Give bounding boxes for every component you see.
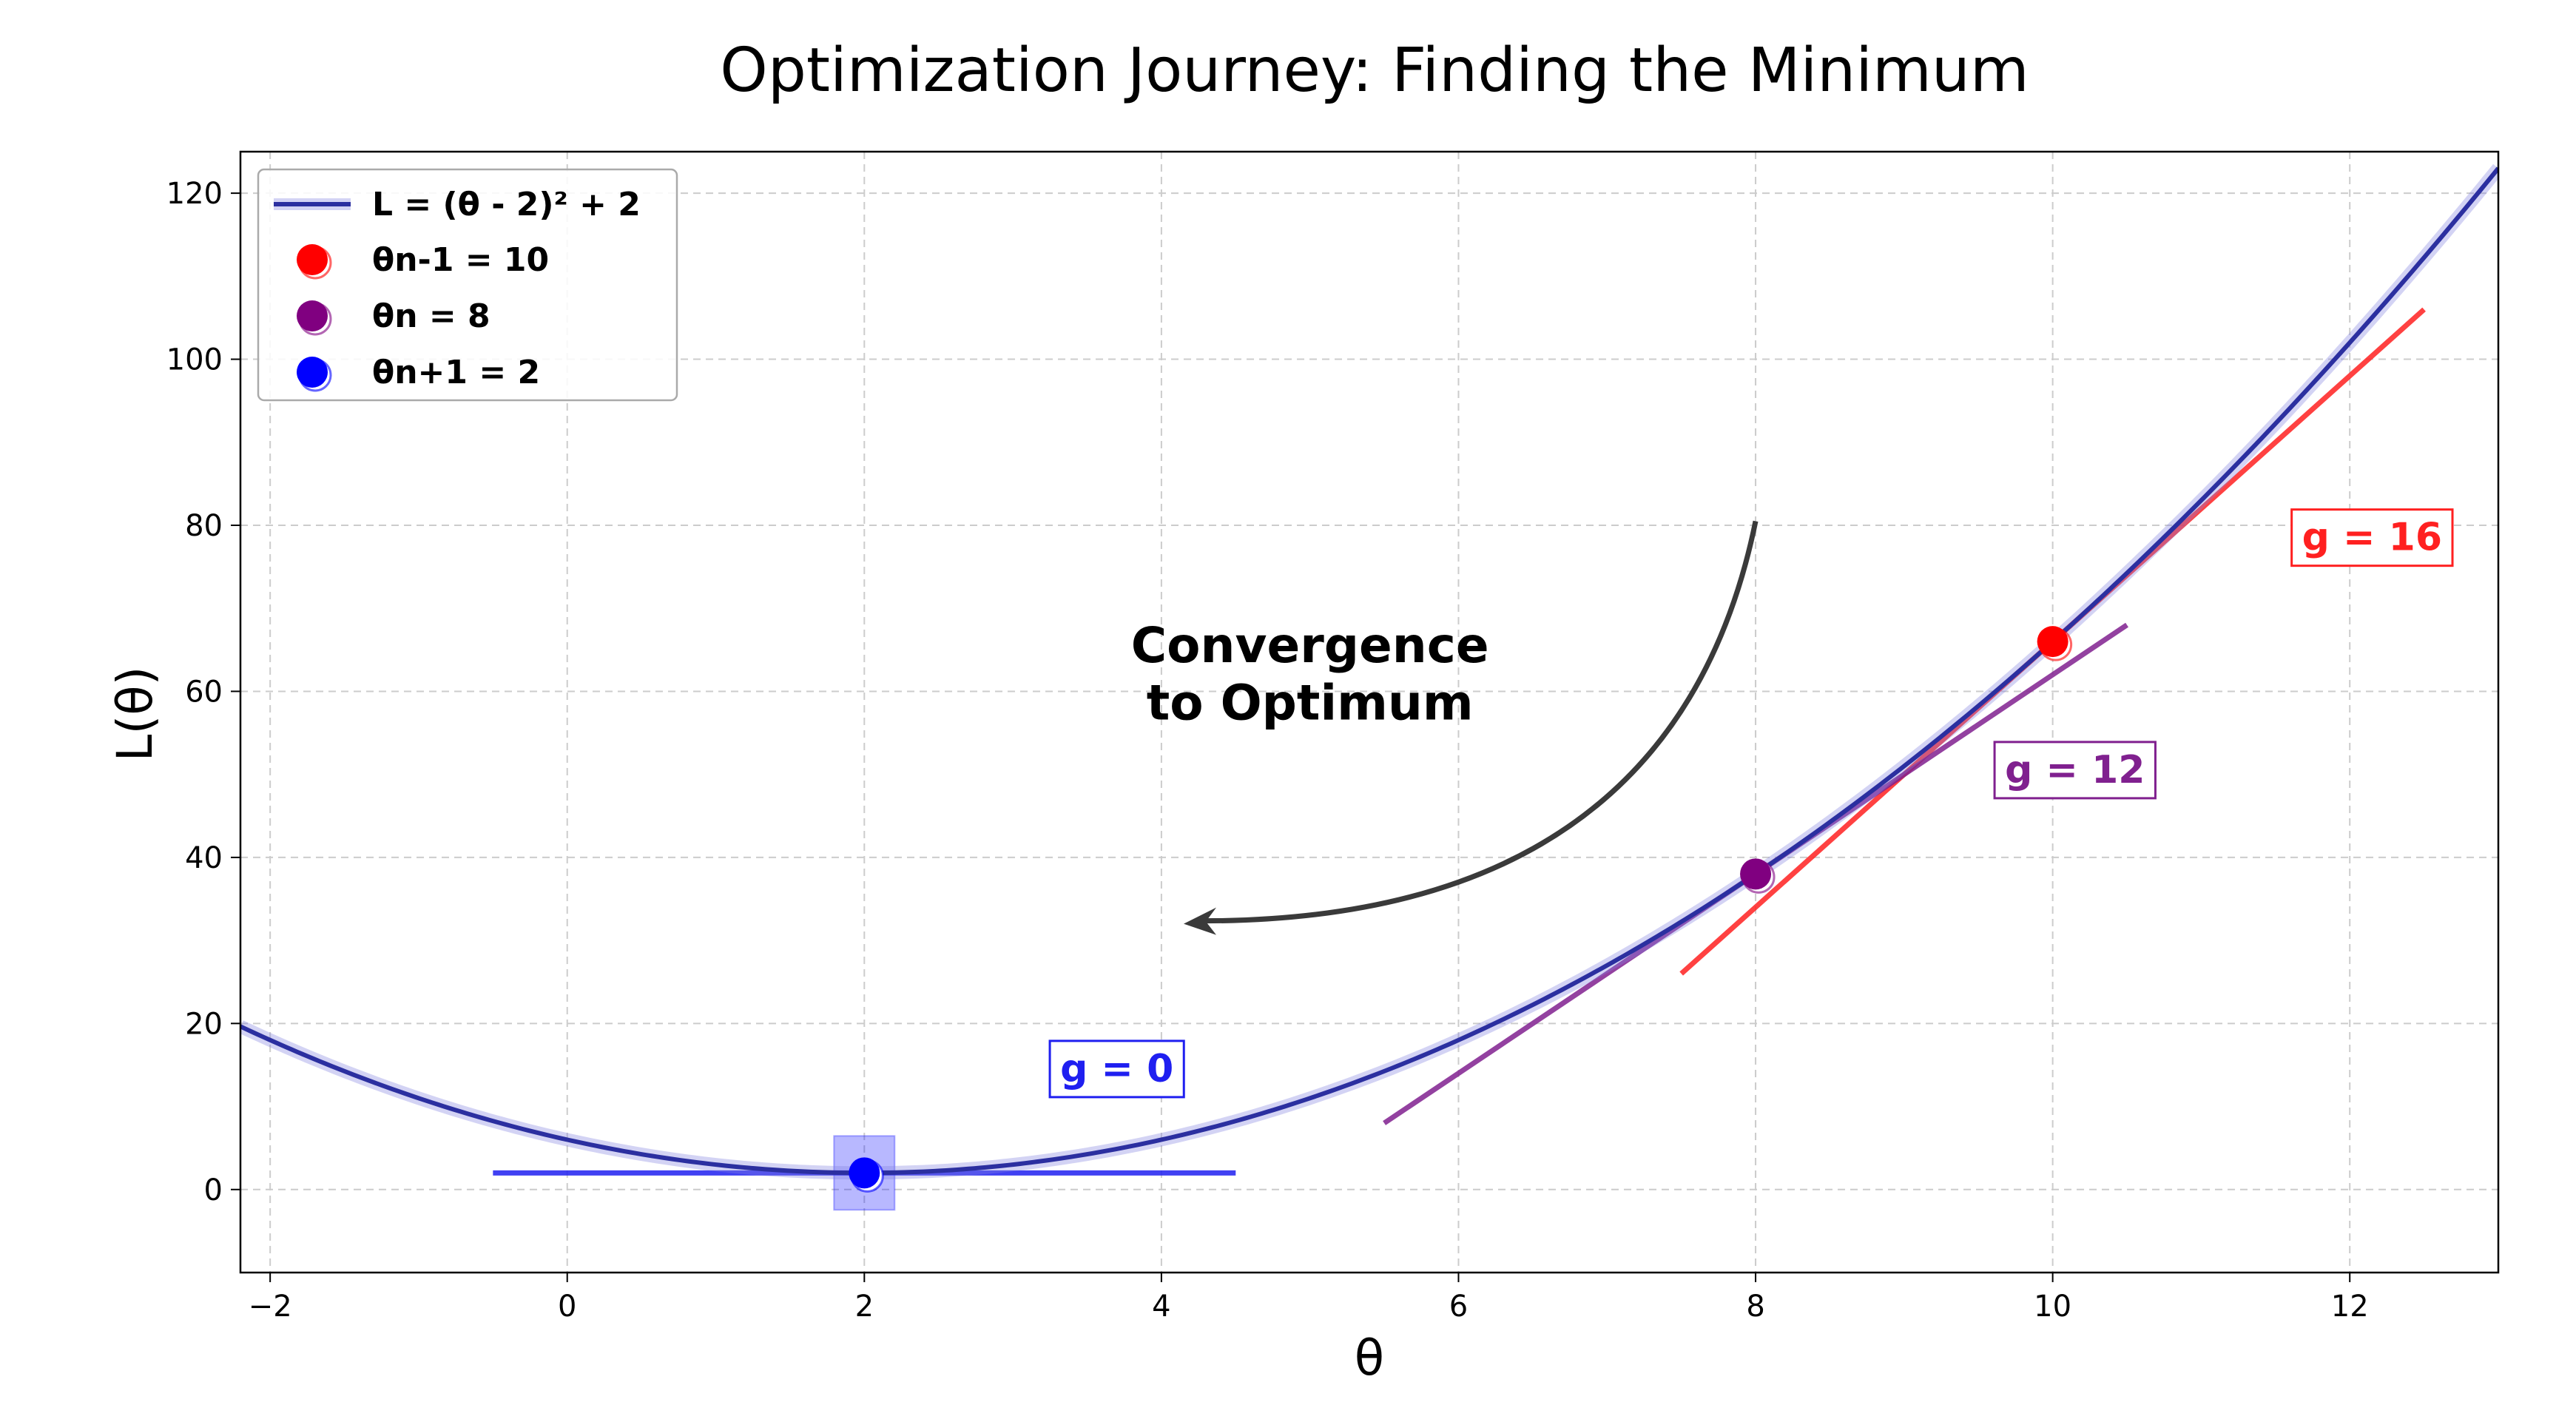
plot-frame (239, 150, 2500, 1274)
x-tick-label: 8 (1746, 1290, 1764, 1324)
x-tick-label: −2 (249, 1290, 292, 1324)
legend-marker (297, 300, 328, 331)
gradient-label: g = 16 (2302, 516, 2442, 560)
y-tick-label: 0 (204, 1173, 223, 1207)
x-axis-label: θ (1355, 1330, 1384, 1386)
chart-title: Optimization Journey: Finding the Minimu… (720, 36, 2029, 106)
y-axis-ticks: 0 20 40 60 80 100 120 (166, 177, 240, 1207)
point-markers (849, 626, 2073, 1193)
gradient-label-box (2290, 508, 2454, 567)
convergence-annotation: Convergence to Optimum (1131, 520, 1759, 935)
loss-curve-layer (240, 164, 2498, 1180)
gradient-label-box (1048, 1039, 1185, 1099)
legend-marker (297, 357, 328, 388)
legend-label: L = (θ - 2)² + 2 (372, 186, 641, 223)
x-tick-label: 10 (2034, 1290, 2071, 1324)
convergence-arrow (1204, 520, 1759, 924)
legend-box (257, 168, 678, 402)
legend-label: θn-1 = 10 (372, 241, 549, 279)
gradient-label: g = 0 (1060, 1047, 1173, 1091)
gradient-labels: g = 16 g = 12 g = 0 (1048, 508, 2454, 1099)
x-tick-label: 0 (558, 1290, 576, 1324)
loss-curve (240, 166, 2498, 1176)
y-tick-label: 40 (185, 841, 223, 875)
y-tick-label: 120 (166, 177, 223, 211)
annotation-line-2: to Optimum (1147, 675, 1474, 732)
point-marker (2037, 626, 2068, 658)
annotation-line-1: Convergence (1131, 617, 1489, 674)
y-axis-label: L(θ) (107, 667, 163, 762)
point-marker (849, 1157, 880, 1189)
legend-label: θn+1 = 2 (372, 354, 540, 391)
y-tick-label: 20 (185, 1007, 223, 1041)
gradient-label-box (1993, 741, 2157, 800)
gradient-label: g = 12 (2005, 748, 2145, 792)
x-tick-label: 4 (1152, 1290, 1170, 1324)
x-tick-label: 6 (1449, 1290, 1468, 1324)
legend: L = (θ - 2)² + 2 θn-1 = 10 θn = 8 θn+1 = 2 (257, 168, 678, 402)
convergence-arrowhead (1184, 907, 1217, 935)
x-axis-ticks: −2 0 2 4 6 8 10 12 (249, 1273, 2369, 1324)
x-tick-label: 12 (2331, 1290, 2369, 1324)
legend-marker (297, 244, 328, 275)
point-marker (1740, 858, 1772, 890)
y-tick-label: 100 (166, 343, 223, 377)
y-tick-label: 60 (185, 675, 223, 709)
y-tick-label: 80 (185, 509, 223, 543)
x-tick-label: 2 (855, 1290, 874, 1324)
legend-label: θn = 8 (372, 297, 490, 335)
